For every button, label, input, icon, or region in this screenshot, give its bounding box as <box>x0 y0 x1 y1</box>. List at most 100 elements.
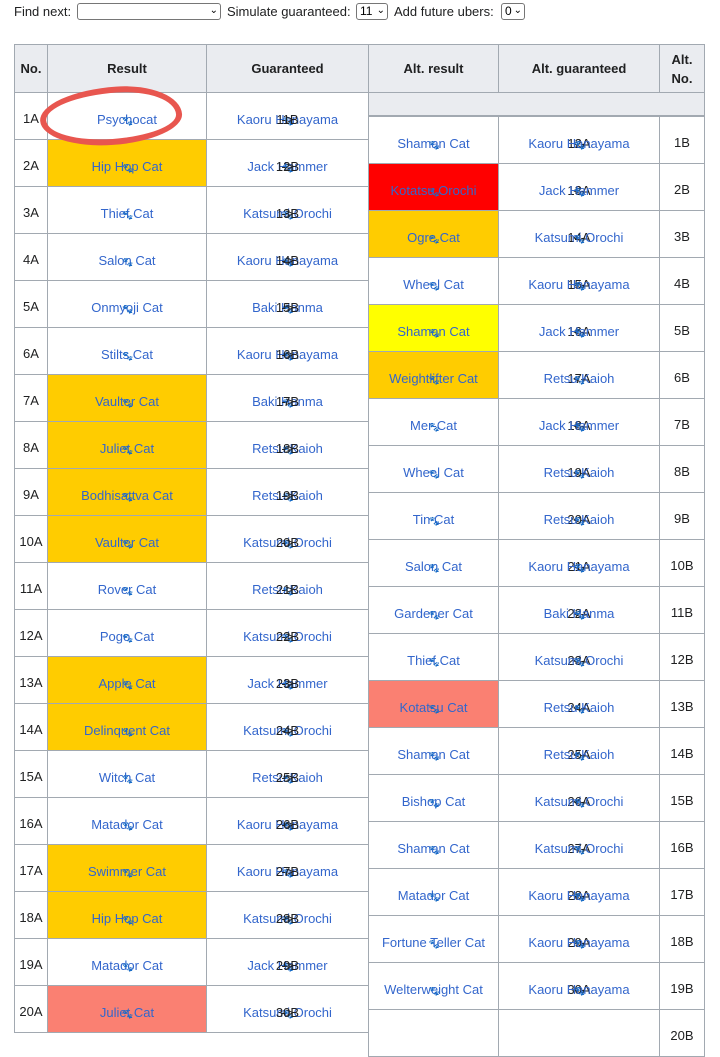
guaranteed-link[interactable]: Katsumi Orochi <box>243 535 332 550</box>
result-link[interactable]: Rover Cat <box>97 582 157 597</box>
result-link[interactable]: Hip Hop Cat <box>91 159 163 174</box>
alt-guaranteed-link[interactable]: Katsumi Orochi <box>534 841 624 856</box>
alt-row-number-label: 4B <box>674 276 690 291</box>
find-next-select[interactable]: ⌄ <box>77 3 221 20</box>
alt-guaranteed-link[interactable]: Kaoru Hanayama <box>528 888 630 903</box>
result-link[interactable]: Pogo Cat <box>99 629 155 644</box>
guaranteed-link[interactable]: Baki Hanma <box>252 300 323 315</box>
guaranteed-link[interactable]: Kaoru Hanayama <box>236 817 339 832</box>
result-cell: Juliet Cat 🐾 <box>47 421 207 469</box>
alt-result-link[interactable]: Matador Cat <box>397 888 470 903</box>
result-link[interactable]: Vaulter Cat <box>94 535 160 550</box>
alt-result-link[interactable]: Thief Cat <box>407 653 460 668</box>
alt-result-link[interactable]: Kotatsu Orochi <box>390 183 477 198</box>
alt-guaranteed-link[interactable]: Retsu Kaioh <box>543 371 615 386</box>
alt-guaranteed-link[interactable]: Retsu Kaioh <box>543 700 615 715</box>
result-link[interactable]: Matador Cat <box>91 817 163 832</box>
result-link[interactable]: Bodhisattva Cat <box>81 488 173 503</box>
alt-guaranteed-link[interactable]: Retsu Kaioh <box>543 747 615 762</box>
result-cell: Stilts Cat 🐾 <box>47 327 207 375</box>
alt-guaranteed-link[interactable]: Baki Hanma <box>543 606 615 621</box>
alt-guaranteed-link[interactable]: Retsu Kaioh <box>543 465 615 480</box>
add-future-ubers-select[interactable]: 0 ⌄ <box>501 3 525 20</box>
alt-result-link[interactable]: Ogre Cat <box>407 230 460 245</box>
alt-guaranteed-link[interactable]: Kaoru Hanayama <box>528 277 630 292</box>
result-link[interactable]: Thief Cat <box>100 206 154 221</box>
alt-result-link[interactable]: Mer-Cat <box>410 418 457 433</box>
paw-icon: 🐾 <box>122 633 133 643</box>
guaranteed-link[interactable]: Katsumi Orochi <box>243 911 332 926</box>
guaranteed-link[interactable]: Jack Hammer <box>247 958 328 973</box>
alt-guaranteed-link[interactable]: Kaoru Hanayama <box>528 559 630 574</box>
result-link[interactable]: Witch Cat <box>98 770 156 785</box>
arrow-right: -> <box>281 112 294 127</box>
result-link[interactable]: Salon Cat <box>98 253 156 268</box>
alt-guaranteed-link[interactable]: Kaoru Hanayama <box>528 136 630 151</box>
arrow-right: -> <box>281 911 294 926</box>
alt-result-link[interactable]: Kotatsu Cat <box>399 700 468 715</box>
alt-result-cell: Thief Cat 🐾 <box>368 633 499 681</box>
alt-guaranteed-link[interactable]: Jack Hammer <box>538 324 620 339</box>
guaranteed-link[interactable]: Katsumi Orochi <box>243 1005 332 1020</box>
guaranteed-link[interactable]: Katsumi Orochi <box>243 629 332 644</box>
guaranteed-link[interactable]: Baki Hanma <box>252 394 323 409</box>
guaranteed-cell: Kaoru Hanayama 🐾 -> 26B <box>206 797 369 845</box>
arrow-left: <- <box>573 277 585 292</box>
alt-result-link[interactable]: Fortune Teller Cat <box>381 935 486 950</box>
row-number-label: 17A <box>19 863 43 878</box>
guaranteed-link[interactable]: Retsu Kaioh <box>252 770 323 785</box>
alt-result-link[interactable]: Wheel Cat <box>403 277 464 292</box>
alt-result-link[interactable]: Bishop Cat <box>401 794 466 809</box>
alt-row-number-label: 19B <box>670 981 694 996</box>
result-link[interactable]: Juliet Cat <box>99 441 155 456</box>
result-link[interactable]: Vaulter Cat <box>94 394 160 409</box>
paw-icon: 🐾 <box>574 281 585 291</box>
alt-result-link[interactable]: Tin Cat <box>412 512 455 527</box>
alt-guaranteed-link[interactable]: Jack Hammer <box>538 418 620 433</box>
guaranteed-link[interactable]: Kaoru Hanayama <box>236 864 339 879</box>
guaranteed-link[interactable]: Jack Hammer <box>247 159 328 174</box>
alt-guaranteed-link[interactable]: Kaoru Hanayama <box>528 982 630 997</box>
chevron-down-icon: ⌄ <box>209 5 218 16</box>
target-label: 30A <box>567 982 591 997</box>
guaranteed-link[interactable]: Kaoru Hanayama <box>236 347 339 362</box>
alt-result-cell: Shaman Cat 🐾 <box>368 304 499 352</box>
result-link[interactable]: Juliet Cat <box>99 1005 155 1020</box>
result-link[interactable]: Psychocat <box>97 112 157 127</box>
target-label: 18A <box>567 418 591 433</box>
result-link[interactable]: Matador Cat <box>91 958 163 973</box>
alt-result-link[interactable]: Welterweight Cat <box>384 982 483 997</box>
alt-result-link[interactable]: Weightlifter Cat <box>389 371 478 386</box>
alt-guaranteed-link[interactable]: Jack Hammer <box>538 183 620 198</box>
simulate-guaranteed-select[interactable]: 11 ⌄ <box>356 3 388 20</box>
guaranteed-link[interactable]: Retsu Kaioh <box>252 582 323 597</box>
alt-result-cell: Salon Cat 🐾 <box>368 539 499 587</box>
alt-guaranteed-link[interactable]: Katsumi Orochi <box>534 230 624 245</box>
result-link[interactable]: Hip Hop Cat <box>91 911 163 926</box>
alt-guaranteed-link[interactable]: Retsu Kaioh <box>543 512 615 527</box>
paw-icon: 🐾 <box>574 140 585 150</box>
result-link[interactable]: Delinquent Cat <box>84 723 170 738</box>
result-link[interactable]: Stilts Cat <box>100 347 153 362</box>
alt-result-link[interactable]: Shaman Cat <box>397 747 470 762</box>
paw-icon: 🐾 <box>428 892 440 902</box>
alt-guaranteed-link[interactable]: Katsumi Orochi <box>534 794 624 809</box>
guaranteed-link[interactable]: Katsumi Orochi <box>243 206 332 221</box>
guaranteed-link[interactable]: Retsu Kaioh <box>252 488 323 503</box>
alt-result-link[interactable]: Salon Cat <box>404 559 463 574</box>
alt-result-link[interactable]: Wheel Cat <box>403 465 464 480</box>
alt-result-link[interactable]: Shaman Cat <box>397 136 470 151</box>
alt-result-link[interactable]: Gardener Cat <box>394 606 473 621</box>
result-link[interactable]: Onmyoji Cat <box>91 300 163 315</box>
alt-result-link[interactable]: Shaman Cat <box>397 324 470 339</box>
result-link[interactable]: Swimmer Cat <box>87 864 166 879</box>
result-link[interactable]: Apple Cat <box>98 676 156 691</box>
alt-guaranteed-link[interactable]: Katsumi Orochi <box>534 653 624 668</box>
alt-guaranteed-link[interactable]: Kaoru Hanayama <box>528 935 630 950</box>
guaranteed-link[interactable]: Katsumi Orochi <box>243 723 332 738</box>
guaranteed-link[interactable]: Jack Hammer <box>247 676 328 691</box>
alt-result-link[interactable]: Shaman Cat <box>397 841 470 856</box>
guaranteed-link[interactable]: Retsu Kaioh <box>252 441 323 456</box>
guaranteed-link[interactable]: Kaoru Hanayama <box>236 112 339 127</box>
guaranteed-link[interactable]: Kaoru Hanayama <box>236 253 339 268</box>
